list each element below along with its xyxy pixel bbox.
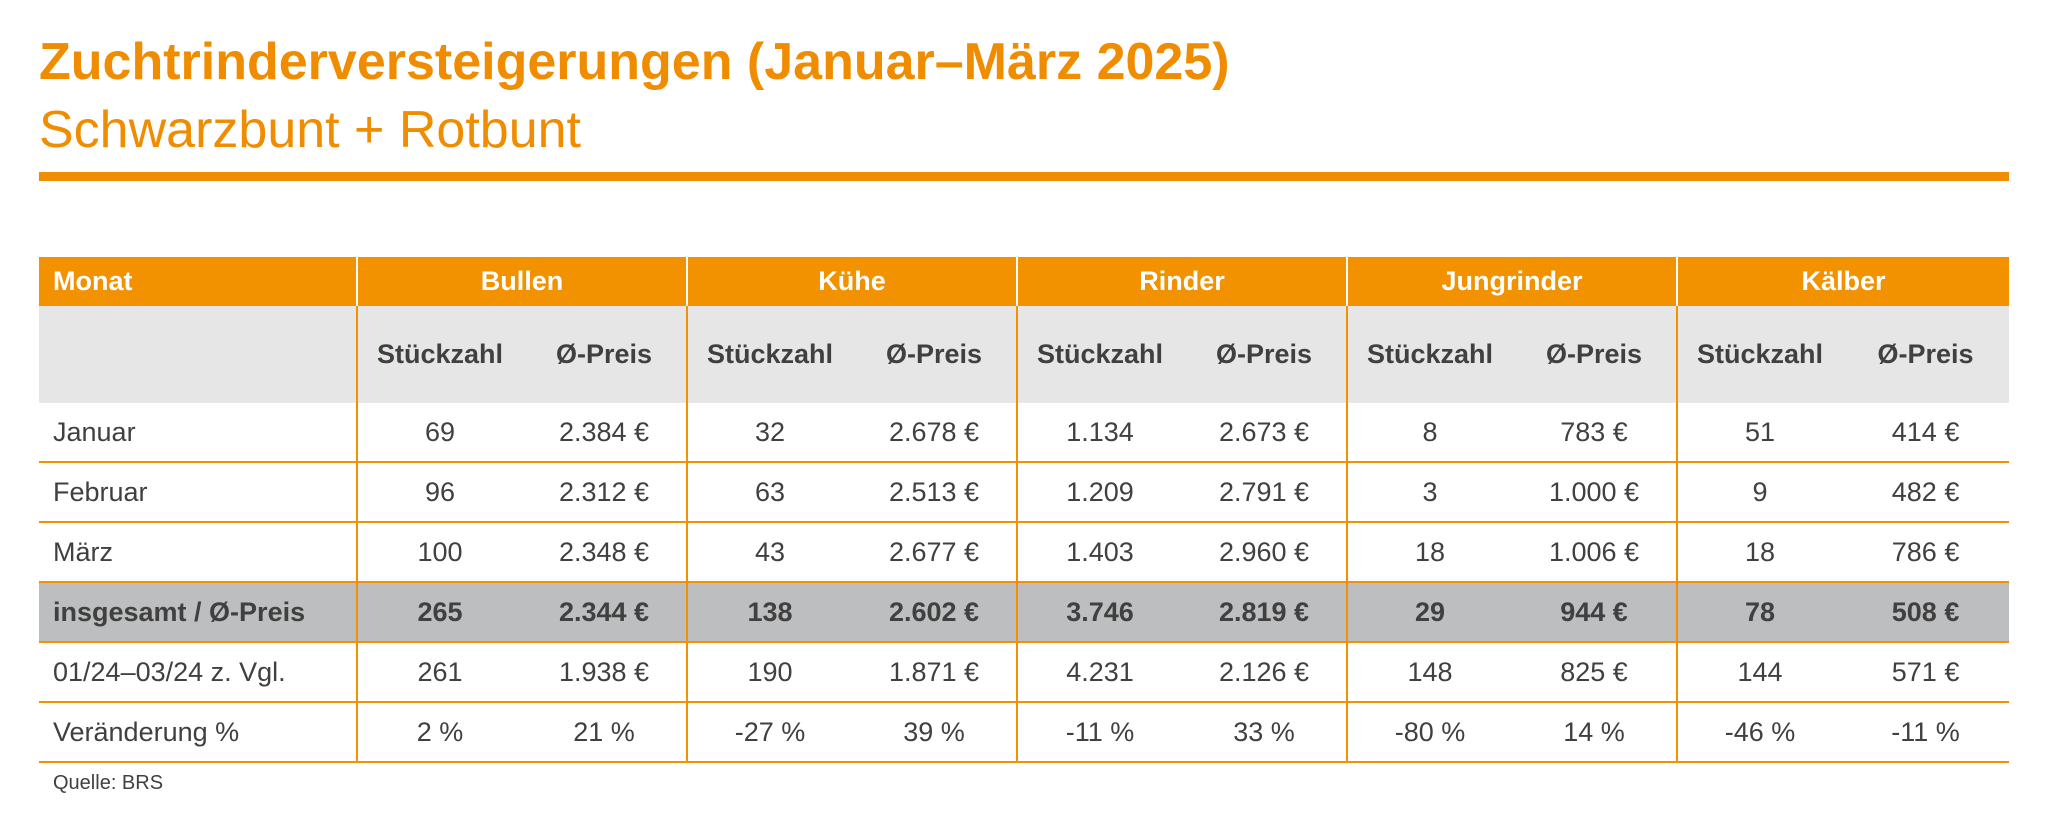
- cell-stueckzahl: -11 %: [1016, 702, 1183, 763]
- cell-preis: 2.312 €: [522, 462, 688, 523]
- cell-preis: -11 %: [1842, 702, 2010, 763]
- cell-stueckzahl: -46 %: [1676, 702, 1843, 763]
- cell-stueckzahl: 8: [1346, 403, 1513, 463]
- table-row-total: insgesamt / Ø-Preis 265 2.344 €138 2.602 €3…: [39, 582, 2010, 643]
- sub-header-empty: [39, 306, 357, 403]
- sub-header-stueckzahl: Stückzahl: [686, 306, 853, 403]
- table-row: März 100 2.348 €43 2.677 €1.403 2.960 €18 1.0…: [39, 522, 2010, 583]
- cell-stueckzahl: 51: [1676, 403, 1843, 463]
- table-row: 01/24–03/24 z. Vgl. 261 1.938 €190 1.871 €4…: [39, 642, 2010, 703]
- cell-stueckzahl: 4.231: [1016, 642, 1183, 703]
- cell-preis: 2.602 €: [852, 582, 1018, 643]
- group-header-kaelber: Kälber: [1676, 257, 2010, 306]
- cell-preis: 2.791 €: [1182, 462, 1348, 523]
- group-header-rinder: Rinder: [1016, 257, 1348, 306]
- cell-stueckzahl: 96: [356, 462, 522, 523]
- cell-preis: 2.126 €: [1182, 642, 1348, 703]
- cell-stueckzahl: -80 %: [1346, 702, 1513, 763]
- cell-preis: 2.513 €: [852, 462, 1018, 523]
- cell-preis: 2.344 €: [522, 582, 688, 643]
- sub-header-preis: Ø-Preis: [1842, 306, 2010, 403]
- cell-stueckzahl: 265: [356, 582, 522, 643]
- cell-preis: 508 €: [1842, 582, 2010, 643]
- table-row: Veränderung % 2 % 21 % -27 % 39 % -11 % 33 % -8…: [39, 702, 2010, 763]
- group-header-row: Monat Bullen Kühe Rinder Jungrinder Kälb…: [39, 257, 2010, 306]
- cell-preis: 1.871 €: [852, 642, 1018, 703]
- page-subtitle: Schwarzbunt + Rotbunt: [39, 101, 581, 159]
- row-label: Veränderung %: [39, 702, 357, 763]
- cell-preis: 1.006 €: [1512, 522, 1678, 583]
- cell-stueckzahl: 29: [1346, 582, 1513, 643]
- cell-preis: 482 €: [1842, 462, 2010, 523]
- sub-header-preis: Ø-Preis: [1182, 306, 1348, 403]
- page-title: Zuchtrinderversteigerungen (Januar–März …: [39, 33, 1230, 91]
- cell-stueckzahl: 18: [1676, 522, 1843, 583]
- cell-stueckzahl: -27 %: [686, 702, 853, 763]
- column-header-monat: Monat: [39, 257, 357, 306]
- auction-table: Monat Bullen Kühe Rinder Jungrinder Kälb…: [39, 257, 2010, 763]
- cell-stueckzahl: 3: [1346, 462, 1513, 523]
- row-label: insgesamt / Ø-Preis: [39, 582, 357, 643]
- row-label: März: [39, 522, 357, 583]
- cell-preis: 1.938 €: [522, 642, 688, 703]
- cell-stueckzahl: 9: [1676, 462, 1843, 523]
- cell-preis: 2.677 €: [852, 522, 1018, 583]
- cell-preis: 14 %: [1512, 702, 1678, 763]
- cell-stueckzahl: 2 %: [356, 702, 522, 763]
- cell-preis: 571 €: [1842, 642, 2010, 703]
- cell-stueckzahl: 18: [1346, 522, 1513, 583]
- row-label: Januar: [39, 403, 357, 463]
- cell-preis: 33 %: [1182, 702, 1348, 763]
- cell-preis: 2.819 €: [1182, 582, 1348, 643]
- cell-stueckzahl: 1.403: [1016, 522, 1183, 583]
- cell-stueckzahl: 148: [1346, 642, 1513, 703]
- cell-stueckzahl: 144: [1676, 642, 1843, 703]
- title-divider: [39, 172, 2009, 181]
- row-label: 01/24–03/24 z. Vgl.: [39, 642, 357, 703]
- group-header-jungrinder: Jungrinder: [1346, 257, 1678, 306]
- group-header-bullen: Bullen: [355, 257, 688, 306]
- sub-header-stueckzahl: Stückzahl: [1016, 306, 1183, 403]
- cell-preis: 2.384 €: [522, 403, 688, 463]
- cell-preis: 786 €: [1842, 522, 2010, 583]
- table-row: Januar 69 2.384 €32 2.678 €1.134 2.673 €8 783…: [39, 403, 2010, 463]
- cell-stueckzahl: 78: [1676, 582, 1843, 643]
- cell-preis: 414 €: [1842, 403, 2010, 463]
- cell-preis: 825 €: [1512, 642, 1678, 703]
- source-note: Quelle: BRS: [53, 772, 164, 794]
- cell-stueckzahl: 100: [356, 522, 522, 583]
- cell-preis: 2.673 €: [1182, 403, 1348, 463]
- group-header-kuehe: Kühe: [686, 257, 1018, 306]
- cell-stueckzahl: 1.134: [1016, 403, 1183, 463]
- cell-stueckzahl: 138: [686, 582, 853, 643]
- cell-preis: 21 %: [522, 702, 688, 763]
- cell-stueckzahl: 32: [686, 403, 853, 463]
- cell-stueckzahl: 69: [356, 403, 522, 463]
- sub-header-stueckzahl: Stückzahl: [1346, 306, 1513, 403]
- sub-header-row: Stückzahl Ø-Preis Stückzahl Ø-Preis Stüc…: [39, 306, 2010, 403]
- cell-preis: 783 €: [1512, 403, 1678, 463]
- cell-preis: 1.000 €: [1512, 462, 1678, 523]
- cell-preis: 2.960 €: [1182, 522, 1348, 583]
- cell-preis: 39 %: [852, 702, 1018, 763]
- cell-stueckzahl: 261: [356, 642, 522, 703]
- sub-header-stueckzahl: Stückzahl: [1676, 306, 1843, 403]
- row-label: Februar: [39, 462, 357, 523]
- cell-stueckzahl: 63: [686, 462, 853, 523]
- table-row: Februar 96 2.312 €63 2.513 €1.209 2.791 €3 1.…: [39, 462, 2010, 523]
- cell-stueckzahl: 43: [686, 522, 853, 583]
- cell-preis: 2.348 €: [522, 522, 688, 583]
- cell-stueckzahl: 1.209: [1016, 462, 1183, 523]
- cell-preis: 2.678 €: [852, 403, 1018, 463]
- cell-stueckzahl: 3.746: [1016, 582, 1183, 643]
- sub-header-preis: Ø-Preis: [852, 306, 1018, 403]
- sub-header-preis: Ø-Preis: [1512, 306, 1678, 403]
- cell-preis: 944 €: [1512, 582, 1678, 643]
- sub-header-stueckzahl: Stückzahl: [356, 306, 522, 403]
- sub-header-preis: Ø-Preis: [522, 306, 688, 403]
- cell-stueckzahl: 190: [686, 642, 853, 703]
